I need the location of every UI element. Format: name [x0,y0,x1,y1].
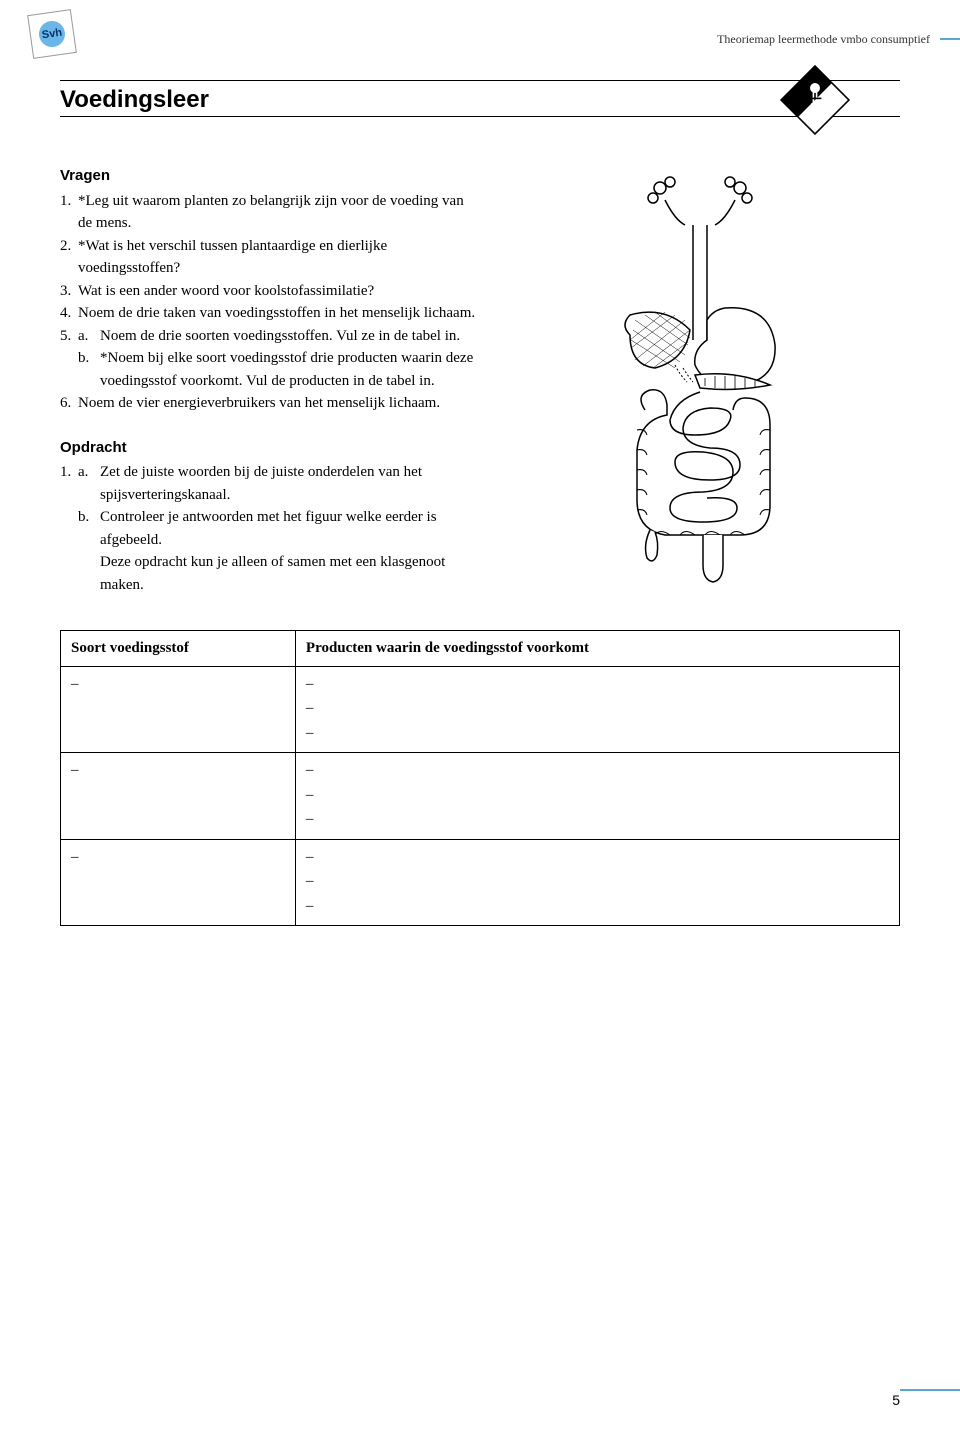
table-cell-soort: – [61,666,296,753]
dash-placeholder: – [306,759,889,782]
opdracht-list: 1.a.Zet de juiste woorden bij de juiste … [60,461,480,596]
dash-placeholder: – [306,846,889,869]
sub-letter: a. [78,325,100,348]
vragen-list: 1.*Leg uit waarom planten zo belangrijk … [60,190,480,415]
table-cell-producten: ––– [295,753,899,840]
sub-item: a.Noem de drie soorten voedingsstoffen. … [78,325,480,348]
question-item: 4.Noem de drie taken van voedingsstoffen… [60,302,480,325]
table-cell-producten: ––– [295,839,899,926]
dash-placeholder: – [306,673,889,696]
dash-placeholder: – [306,784,889,807]
question-item: 5.a.Noem de drie soorten voedingsstoffen… [60,325,480,393]
table-row: –––– [61,839,900,926]
title-rule-top [60,80,900,81]
running-head: Theoriemap leermethode vmbo consumptief [717,30,960,48]
table-header-producten: Producten waarin de voedingsstof voorkom… [295,631,899,667]
running-head-text: Theoriemap leermethode vmbo consumptief [717,30,930,48]
question-number: 4. [60,302,78,325]
question-item: 1.*Leg uit waarom planten zo belangrijk … [60,190,480,235]
sub-item: b.Controleer je antwoorden met het figuu… [78,506,480,551]
chapter-icon [775,60,855,140]
table-header-soort: Soort voedingsstof [61,631,296,667]
question-number: 3. [60,280,78,303]
table-cell-soort: – [61,839,296,926]
sub-item: b.*Noem bij elke soort voedingsstof drie… [78,347,480,392]
page-number-accent [900,1389,960,1391]
logo-circle: Svh [37,19,66,48]
trailing-text: Deze opdracht kun je alleen of samen met… [100,551,480,596]
sub-letter: a. [78,461,100,506]
table-cell-producten: ––– [295,666,899,753]
table-row: –––– [61,666,900,753]
sub-body: Controleer je antwoorden met het figuur … [100,506,480,551]
dash-placeholder: – [71,759,285,782]
question-item: 6.Noem de vier energieverbruikers van he… [60,392,480,415]
opdracht-heading: Opdracht [60,437,480,460]
dash-placeholder: – [306,722,889,745]
digestive-illustration [500,165,900,600]
table-row: –––– [61,753,900,840]
question-number: 5. [60,325,78,393]
question-number: 6. [60,392,78,415]
chapter-title: Voedingsleer [60,80,209,120]
dash-placeholder: – [306,808,889,831]
logo-text: Svh [41,24,63,43]
question-body: Wat is een ander woord voor koolstofassi… [78,280,480,303]
dash-placeholder: – [71,846,285,869]
sub-body: Noem de drie soorten voedingsstoffen. Vu… [100,325,480,348]
chapter-title-block: Voedingsleer [60,80,900,120]
page-number: 5 [892,1390,900,1411]
logo-box: Svh [27,9,77,59]
dash-placeholder: – [306,895,889,918]
question-item: 2.*Wat is het verschil tussen plantaardi… [60,235,480,280]
sub-letter: b. [78,347,100,392]
question-body: a.Noem de drie soorten voedingsstoffen. … [78,325,480,393]
question-number: 1. [60,461,78,596]
question-body: Noem de vier energieverbruikers van het … [78,392,480,415]
table-cell-soort: – [61,753,296,840]
question-body: *Wat is het verschil tussen plantaardige… [78,235,480,280]
question-body: a.Zet de juiste woorden bij de juiste on… [78,461,480,596]
question-number: 2. [60,235,78,280]
sub-letter: b. [78,506,100,551]
dash-placeholder: – [306,697,889,720]
sub-item: a.Zet de juiste woorden bij de juiste on… [78,461,480,506]
question-item: 1.a.Zet de juiste woorden bij de juiste … [60,461,480,596]
dash-placeholder: – [306,870,889,893]
question-body: Noem de drie taken van voedingsstoffen i… [78,302,480,325]
sub-body: Zet de juiste woorden bij de juiste onde… [100,461,480,506]
sub-body: *Noem bij elke soort voedingsstof drie p… [100,347,480,392]
question-item: 3.Wat is een ander woord voor koolstofas… [60,280,480,303]
question-number: 1. [60,190,78,235]
voedingsstof-table: Soort voedingsstof Producten waarin de v… [60,630,900,926]
title-rule-bottom [60,116,900,117]
question-body: *Leg uit waarom planten zo belangrijk zi… [78,190,480,235]
head-accent [940,38,960,40]
vragen-heading: Vragen [60,165,480,188]
dash-placeholder: – [71,673,285,696]
